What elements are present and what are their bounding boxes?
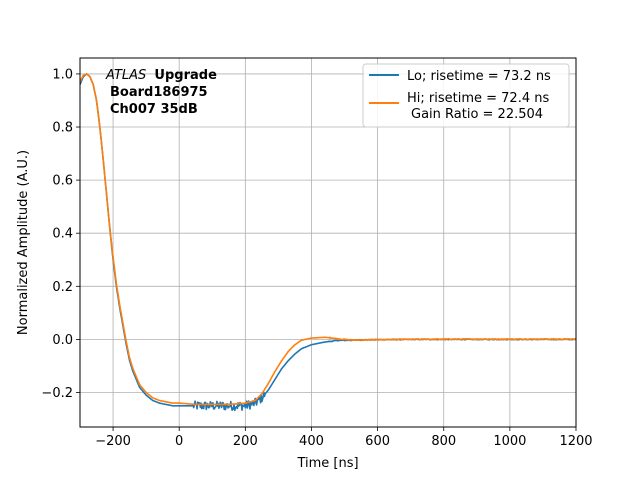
- legend-label-hi: Hi; risetime = 72.4 ns: [407, 91, 549, 106]
- x-tick-label: 600: [365, 434, 390, 449]
- y-tick-label: −0.2: [41, 386, 73, 401]
- x-tick-label: 1200: [559, 434, 592, 449]
- series-line-1: [79, 73, 577, 406]
- annotation-atlas: ATLAS: [105, 68, 146, 83]
- y-tick-label: 0.6: [52, 174, 73, 189]
- x-tick-label: 800: [431, 434, 456, 449]
- y-tick-label: 0.0: [52, 333, 73, 348]
- legend: Lo; risetime = 73.2 ns Hi; risetime = 72…: [362, 63, 570, 128]
- annotation-line-1: ATLAS Upgrade: [105, 68, 217, 83]
- annotation-upgrade: Upgrade: [154, 68, 217, 83]
- plot-frame: [79, 57, 577, 428]
- x-tick-label: −200: [95, 434, 131, 449]
- y-tick-label: 1.0: [52, 67, 73, 82]
- legend-label-gain-ratio: Gain Ratio = 22.504: [411, 107, 543, 122]
- legend-label-lo: Lo; risetime = 73.2 ns: [407, 69, 551, 84]
- y-axis: −0.2 0.0 0.2 0.4 0.6 0.8 1.0: [41, 67, 80, 401]
- legend-box: [362, 63, 570, 128]
- atlas-annotation: ATLAS Upgrade Board186975 Ch007 35dB: [105, 68, 217, 117]
- y-tick-label: 0.8: [52, 121, 73, 136]
- y-axis-label: Normalized Amplitude (A.U.): [16, 150, 31, 335]
- x-axis: −200 0 200 400 600 800 1000 1200: [95, 427, 593, 449]
- x-tick-label: 1000: [493, 434, 526, 449]
- x-tick-label: 200: [233, 434, 258, 449]
- x-tick-label: 0: [175, 434, 183, 449]
- annotation-channel: Ch007 35dB: [110, 102, 198, 117]
- x-tick-label: 400: [299, 434, 324, 449]
- x-axis-label: Time [ns]: [296, 456, 358, 471]
- annotation-board: Board186975: [110, 85, 208, 100]
- series-layer: [79, 73, 577, 412]
- y-tick-label: 0.2: [52, 280, 73, 295]
- y-tick-label: 0.4: [52, 227, 73, 242]
